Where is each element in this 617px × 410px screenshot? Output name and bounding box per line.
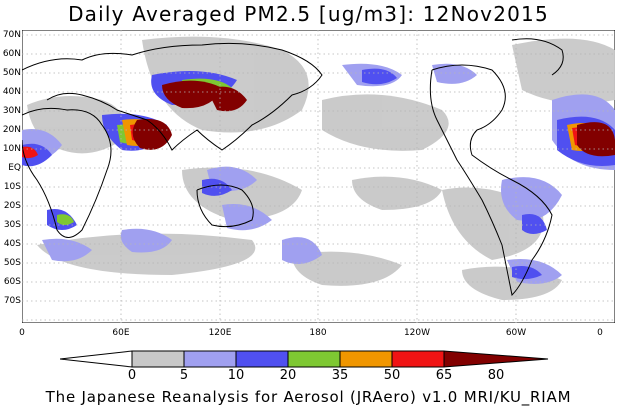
graticule [22, 30, 615, 323]
pm25-map [22, 30, 615, 323]
colorbar-seg-1 [131, 350, 185, 368]
colorbar-seg-6 [391, 350, 445, 368]
colorbar-tick-label: 5 [179, 368, 189, 383]
colorbar-tick-label: 0 [127, 368, 137, 383]
lat-label: 20N [2, 125, 21, 135]
lat-label: 40N [2, 87, 21, 97]
colorbar-tick-label: 50 [383, 368, 401, 383]
colorbar [59, 350, 550, 368]
lon-label: 0 [597, 328, 603, 338]
lat-label: 30N [2, 106, 21, 116]
colorbar-seg-3 [235, 350, 289, 368]
lat-label: 20S [3, 201, 21, 211]
lon-label: 120E [208, 328, 232, 338]
lon-label: 180 [309, 328, 327, 338]
colorbar-tick-label: 10 [227, 368, 245, 383]
lat-label: 70N [2, 30, 21, 40]
colorbar-seg-7 [443, 350, 549, 368]
pm25-field-above-80 [132, 80, 615, 157]
colorbar-seg-0 [59, 350, 133, 368]
lat-label: 70S [3, 296, 21, 306]
lon-label: 0 [19, 328, 25, 338]
lat-label: 10S [3, 182, 21, 192]
colorbar-tick-label: 65 [435, 368, 453, 383]
colorbar-seg-2 [183, 350, 237, 368]
lat-label: 50S [3, 258, 21, 268]
footer-credit: The Japanese Reanalysis for Aerosol (JRA… [45, 388, 572, 406]
lat-label: 10N [2, 144, 21, 154]
lat-label: 50N [2, 68, 21, 78]
lon-label: 120W [403, 328, 431, 338]
colorbar-tick-label: 80 [487, 368, 505, 383]
colorbar-tick-label: 20 [279, 368, 297, 383]
lon-label: 60W [505, 328, 527, 338]
lat-label: 30S [3, 220, 21, 230]
lat-label: 60N [2, 49, 21, 59]
colorbar-tick-label: 35 [331, 368, 349, 383]
map-title: Daily Averaged PM2.5 [ug/m3]: 12Nov2015 [68, 2, 549, 26]
colorbar-seg-5 [339, 350, 393, 368]
lat-label: 40S [3, 239, 21, 249]
colorbar-seg-4 [287, 350, 341, 368]
lat-label: EQ [8, 163, 21, 173]
lat-label: 60S [3, 277, 21, 287]
lon-label: 60E [112, 328, 130, 338]
coastlines [22, 38, 564, 297]
